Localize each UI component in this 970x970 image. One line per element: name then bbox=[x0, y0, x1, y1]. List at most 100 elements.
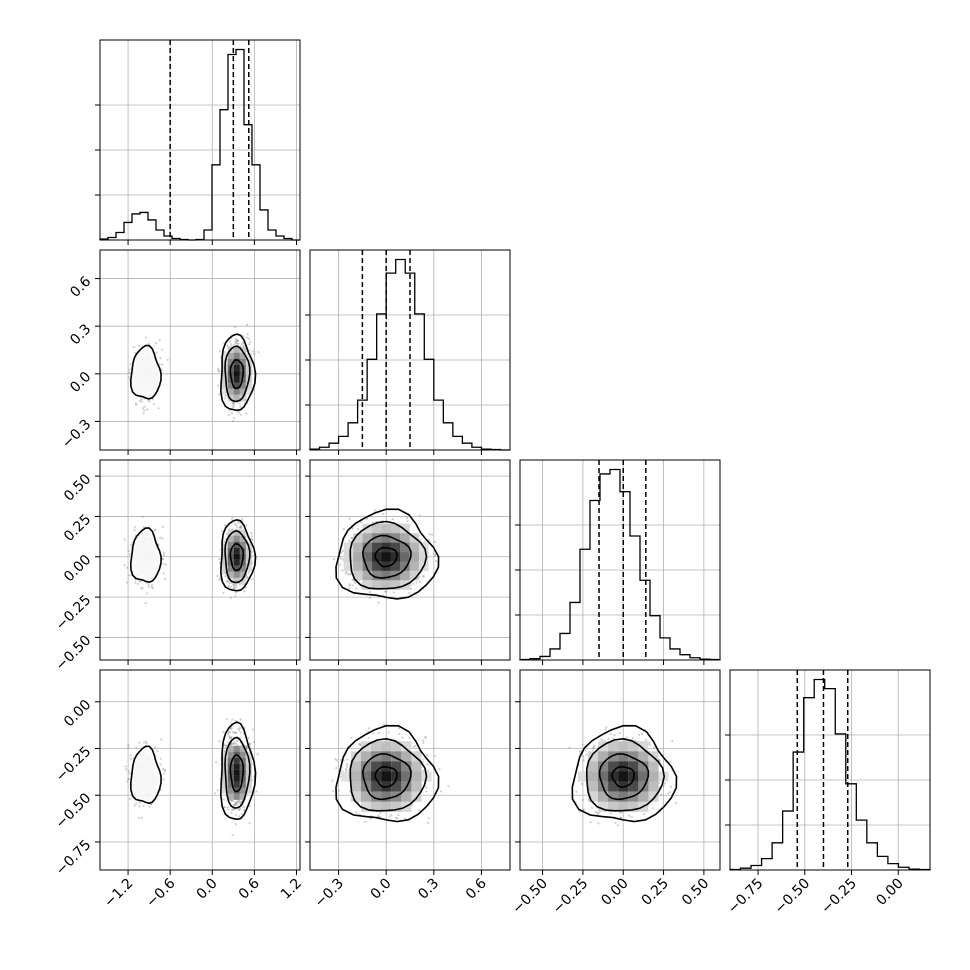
sample-point bbox=[348, 586, 351, 590]
sample-point bbox=[159, 356, 162, 360]
sample-point bbox=[162, 551, 166, 554]
sample-point bbox=[245, 323, 249, 326]
density-contour bbox=[219, 333, 257, 412]
density-cell bbox=[371, 801, 382, 812]
sample-point bbox=[222, 798, 225, 801]
sample-point bbox=[648, 743, 651, 747]
sample-point bbox=[154, 528, 157, 531]
density-cell bbox=[233, 535, 240, 542]
sample-point bbox=[345, 570, 348, 573]
sample-point bbox=[356, 527, 360, 530]
sample-point bbox=[217, 369, 220, 372]
scatter-panel-2-0 bbox=[95, 459, 301, 665]
sample-point bbox=[348, 583, 351, 586]
scatter-panel-3-2 bbox=[515, 669, 721, 875]
sample-point bbox=[235, 524, 238, 527]
sample-point bbox=[237, 727, 240, 730]
density-cell bbox=[372, 561, 382, 571]
sample-point bbox=[255, 790, 258, 793]
sample-point bbox=[438, 768, 441, 771]
density-cell bbox=[233, 346, 240, 353]
sample-point bbox=[218, 557, 221, 561]
density-cell bbox=[233, 364, 240, 371]
density-cell bbox=[400, 523, 410, 534]
sample-point bbox=[234, 523, 237, 526]
sample-point bbox=[341, 569, 344, 572]
panel-background bbox=[100, 670, 300, 870]
sample-point bbox=[133, 529, 136, 532]
sample-point bbox=[230, 727, 233, 730]
density-cell bbox=[371, 751, 382, 762]
sample-point bbox=[412, 582, 415, 585]
density-cell bbox=[239, 781, 246, 788]
sample-point bbox=[447, 785, 450, 788]
sample-point bbox=[397, 727, 401, 730]
sample-point bbox=[425, 786, 428, 789]
panel-frame bbox=[309, 249, 511, 451]
sample-point bbox=[607, 737, 610, 740]
density-cell bbox=[371, 741, 382, 752]
density-cell bbox=[239, 346, 246, 353]
sample-point bbox=[160, 368, 163, 372]
sample-point bbox=[668, 791, 671, 794]
sample-point bbox=[422, 575, 425, 578]
density-cell bbox=[245, 751, 252, 758]
sample-point bbox=[144, 740, 148, 743]
sample-point bbox=[138, 344, 141, 348]
sample-point bbox=[127, 777, 130, 780]
sample-point bbox=[430, 533, 434, 537]
density-cell bbox=[371, 791, 382, 802]
sample-point bbox=[231, 718, 234, 721]
sample-point bbox=[252, 740, 256, 744]
sample-point bbox=[129, 754, 132, 757]
density-cell bbox=[353, 561, 363, 571]
density-cell bbox=[221, 775, 228, 782]
sample-point bbox=[234, 802, 237, 806]
sample-point bbox=[127, 770, 130, 773]
sample-point bbox=[217, 367, 220, 370]
sample-point bbox=[160, 348, 164, 351]
sample-point bbox=[233, 587, 236, 590]
sample-point bbox=[144, 602, 147, 605]
sample-point bbox=[221, 529, 224, 533]
sample-point bbox=[230, 808, 233, 811]
sample-point bbox=[631, 737, 634, 740]
sample-point bbox=[159, 763, 162, 766]
density-cell bbox=[381, 533, 391, 543]
density-cell bbox=[401, 751, 412, 762]
sample-point bbox=[348, 584, 351, 587]
density-cell bbox=[245, 553, 252, 560]
sample-point bbox=[234, 341, 237, 344]
sample-point bbox=[218, 578, 221, 581]
density-cell bbox=[362, 552, 373, 562]
sample-point bbox=[133, 525, 137, 529]
density-cell bbox=[239, 565, 246, 572]
sample-point bbox=[231, 405, 234, 408]
density-cell bbox=[409, 552, 420, 562]
sample-point bbox=[392, 591, 395, 594]
density-contour bbox=[374, 546, 398, 568]
density-cell bbox=[381, 741, 392, 752]
sample-point bbox=[331, 790, 335, 793]
sample-point bbox=[229, 737, 232, 741]
sample-point bbox=[230, 799, 233, 802]
density-cell bbox=[390, 580, 401, 590]
sample-point bbox=[350, 736, 353, 740]
sample-point bbox=[348, 517, 351, 520]
sample-point bbox=[129, 757, 132, 760]
panel-background bbox=[100, 40, 300, 240]
sample-point bbox=[137, 816, 140, 819]
sample-point bbox=[238, 799, 241, 802]
sample-point bbox=[237, 411, 241, 414]
sample-point bbox=[230, 811, 233, 814]
density-cell bbox=[233, 382, 240, 389]
sample-point bbox=[348, 539, 351, 542]
sample-point bbox=[234, 731, 237, 735]
sample-point bbox=[166, 358, 169, 362]
density-cell bbox=[381, 580, 391, 590]
density-cell bbox=[353, 570, 363, 581]
sample-point bbox=[383, 723, 386, 726]
sample-point bbox=[157, 407, 160, 410]
sample-point bbox=[150, 586, 153, 589]
sample-point bbox=[147, 583, 150, 586]
